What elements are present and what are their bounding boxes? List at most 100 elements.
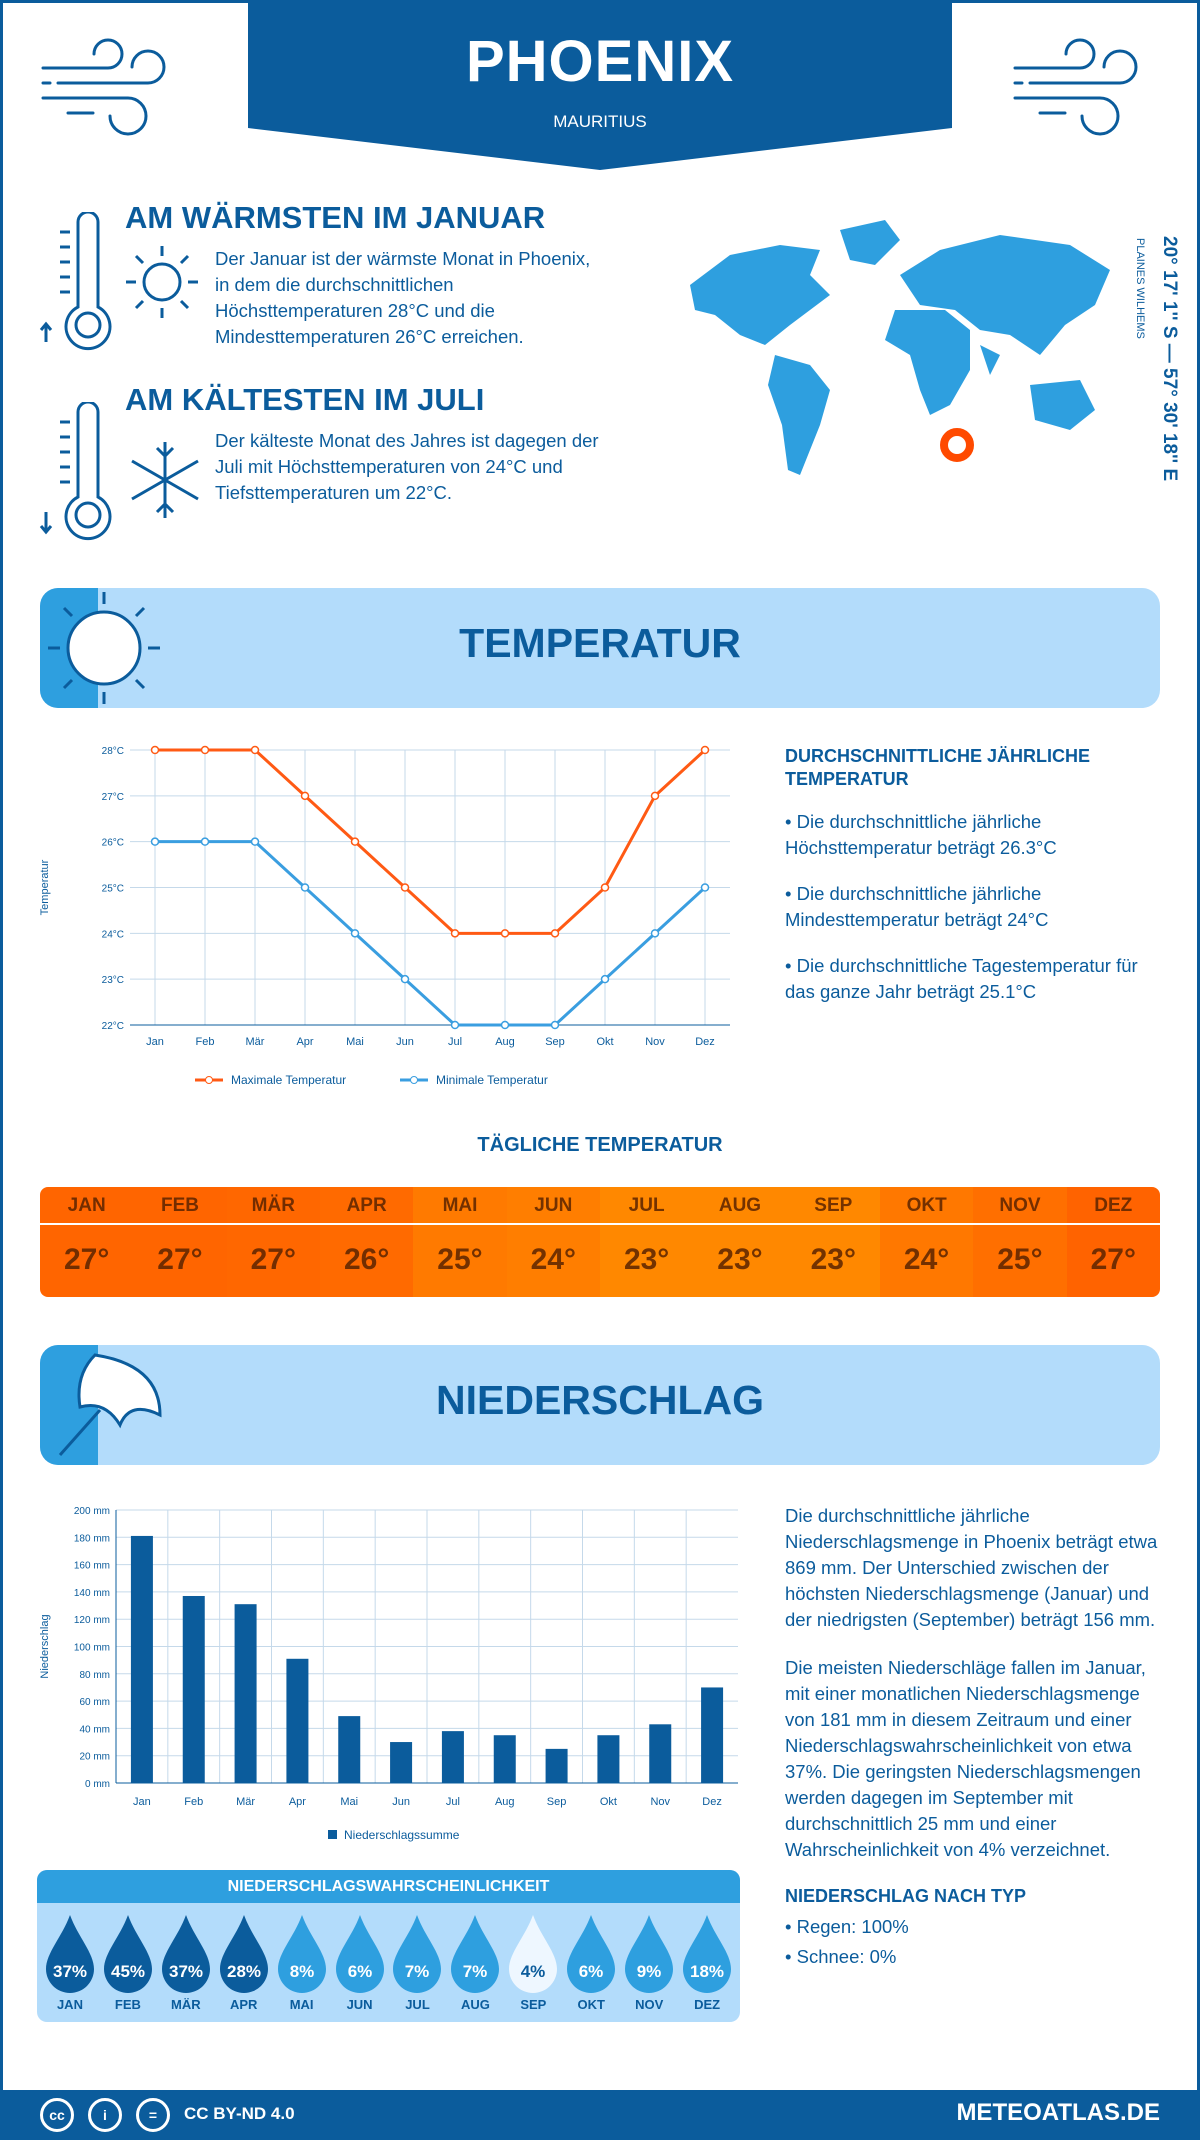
warmest-heading: AM WÄRMSTEN IM JANUAR [125, 200, 546, 235]
probability-value: 7% [463, 1962, 488, 1981]
data-point [350, 929, 360, 938]
daily-temp-cell: AUG 23° [693, 1187, 787, 1297]
daily-value: 27° [1090, 1243, 1136, 1276]
daily-temp-cell: JUN 24° [506, 1187, 600, 1297]
sun-icon [126, 246, 198, 318]
data-point [400, 974, 410, 984]
probability-item: 7% AUG [446, 1903, 504, 2012]
data-point [450, 1020, 460, 1030]
precip-details: Die meisten Niederschläge fallen im Janu… [785, 1657, 1146, 1860]
legend-marker [410, 1076, 418, 1084]
raindrop-icon: 28% [219, 1915, 268, 1993]
x-tick-label: Aug [495, 1036, 515, 1048]
probability-month: APR [230, 1997, 258, 2012]
probability-item: 28% APR [215, 1903, 273, 2012]
y-tick-label: 80 mm [79, 1670, 110, 1681]
daily-value: 27° [157, 1243, 203, 1276]
probability-item: 4% SEP [504, 1903, 562, 2012]
daily-month: AUG [693, 1187, 787, 1225]
page-subtitle: MAURITIUS [553, 112, 647, 131]
daily-month: DEZ [1066, 1187, 1160, 1225]
probability-month: AUG [460, 1997, 490, 2012]
temperature-title: TEMPERATUR [459, 620, 741, 666]
bar [493, 1735, 516, 1783]
x-tick-label: Dez [695, 1036, 715, 1048]
raindrop-icon: 6% [567, 1915, 616, 1993]
x-tick-label: Apr [289, 1796, 306, 1808]
y-tick-label: 180 mm [74, 1533, 110, 1544]
annual-temp-bullet: • Die durchschnittliche jährliche Höchst… [785, 811, 1057, 858]
raindrop-icon: 37% [45, 1915, 94, 1993]
y-tick-label: 23°C [102, 975, 124, 986]
x-tick-label: Nov [650, 1796, 670, 1808]
x-tick-label: Jun [396, 1036, 414, 1048]
precip-summary: Die durchschnittliche jährliche Niedersc… [785, 1505, 1158, 1630]
daily-month: NOV [973, 1187, 1067, 1225]
data-point [600, 883, 610, 892]
daily-month: SEP [786, 1187, 880, 1225]
precipitation-chart: 0 mm 20 mm 40 mm 60 mm 80 mm 100 mm 120 mm 140 … [39, 1506, 738, 1842]
raindrop-icon: 4% [509, 1915, 558, 1993]
probability-value: 6% [347, 1962, 372, 1981]
x-tick-label: Mai [346, 1036, 364, 1048]
data-point [350, 837, 360, 846]
y-tick-label: 100 mm [74, 1643, 110, 1654]
warmest-text: Der Januar ist der wärmste Monat in Phoe… [215, 248, 591, 347]
data-point [500, 929, 510, 938]
y-tick-label: 25°C [102, 884, 124, 895]
x-tick-label: Apr [296, 1036, 313, 1048]
site-link[interactable]: METEOATLAS.DE [956, 2099, 1160, 2126]
legend-marker [205, 1076, 213, 1084]
temperature-band [40, 588, 1160, 708]
x-tick-label: Jan [146, 1036, 164, 1048]
daily-month: APR [319, 1187, 414, 1225]
region-name: PLAINES WILHEMS [1134, 238, 1146, 339]
probability-value: 7% [405, 1962, 430, 1981]
raindrop-icon: 9% [625, 1915, 674, 1993]
header-banner [248, 0, 952, 170]
probability-item: 37% MÄR [157, 1903, 215, 2012]
daily-temp-cell: NOV 25° [973, 1187, 1067, 1297]
wind-icon [1013, 38, 1138, 136]
y-tick-label: 40 mm [79, 1724, 110, 1735]
daily-temp-cell: OKT 24° [879, 1187, 974, 1297]
x-tick-label: Sep [547, 1796, 567, 1808]
footer [0, 2090, 1200, 2140]
license-link[interactable]: CC BY-ND 4.0 [184, 2104, 295, 2123]
daily-value: 25° [997, 1243, 1043, 1276]
daily-value: 27° [63, 1243, 110, 1276]
probability-value: 9% [637, 1962, 662, 1981]
data-point [450, 929, 460, 938]
data-point [600, 974, 610, 984]
annual-temp-bullet: • Die durchschnittliche Tagestemperatur … [785, 955, 1138, 1002]
y-tick-label: 160 mm [74, 1561, 110, 1572]
page-title: PHOENIX [465, 29, 735, 94]
no-derivatives-icon: = [136, 2098, 170, 2132]
y-tick-label: 24°C [102, 929, 124, 940]
data-point [700, 745, 710, 755]
bar [234, 1604, 257, 1783]
daily-temp-cell: DEZ 27° [1066, 1187, 1160, 1297]
data-point [300, 791, 310, 801]
probability-item: 6% JUN [331, 1903, 389, 2012]
daily-temp-cell: SEP 23° [786, 1187, 880, 1297]
x-tick-label: Mär [246, 1036, 265, 1048]
legend-label: Niederschlagssumme [344, 1828, 460, 1842]
y-tick-label: 20 mm [79, 1752, 110, 1763]
probability-month: SEP [520, 1997, 547, 2012]
data-point [250, 745, 260, 755]
bar [182, 1595, 205, 1783]
y-tick-label: 140 mm [74, 1588, 110, 1599]
daily-temp-cell: MÄR 27° [226, 1187, 320, 1297]
daily-value: 23° [717, 1243, 763, 1276]
probability-value: 8% [289, 1962, 314, 1981]
y-axis-label: Temperatur [39, 859, 51, 915]
y-tick-label: 26°C [102, 838, 124, 849]
daily-value: 24° [903, 1243, 950, 1276]
x-tick-label: Okt [600, 1796, 617, 1808]
probability-item: 18% DEZ [678, 1903, 736, 2012]
precip-type-snow: • Schnee: 0% [785, 1946, 897, 1967]
data-point [250, 837, 260, 846]
raindrop-icon: 7% [393, 1915, 442, 1993]
x-tick-label: Jun [392, 1796, 410, 1808]
